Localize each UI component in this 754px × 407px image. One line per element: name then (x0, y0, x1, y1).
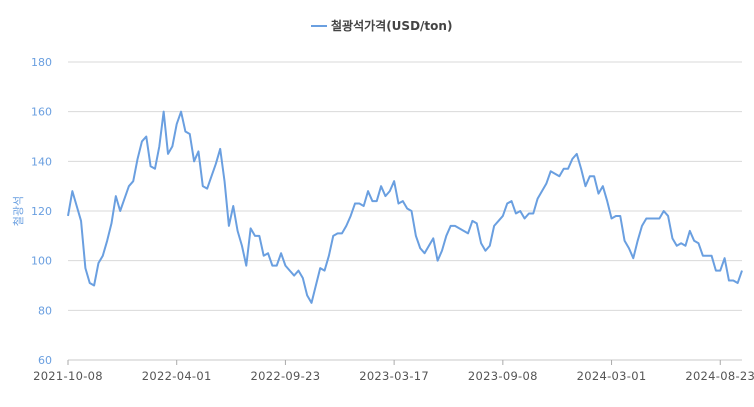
y-tick-label: 180 (31, 56, 52, 69)
y-tick-label: 120 (31, 205, 52, 218)
y-axis-label: 철광석 (12, 196, 25, 226)
y-axis-ticks: 60 80 100 120 140 160 180 (31, 56, 52, 367)
x-axis: 2021-10-08 2022-04-01 2022-09-23 2023-03-17… (33, 359, 754, 383)
series-line-iron-ore-price[interactable] (67, 110, 743, 304)
series-layer (67, 110, 743, 304)
grid-lines (68, 61, 742, 311)
x-tick-label: 2023-09-08 (468, 369, 538, 383)
x-tick-label: 2024-03-01 (577, 369, 647, 383)
x-tick-label: 2024-08-23 (685, 369, 754, 383)
x-tick-label: 2021-10-08 (33, 369, 103, 383)
y-tick-label: 100 (31, 255, 52, 268)
y-tick-label: 60 (38, 354, 52, 367)
y-tick-label: 160 (31, 106, 52, 119)
x-tick-label: 2023-03-17 (359, 369, 429, 383)
legend[interactable]: 철광석가격(USD/ton) (311, 18, 452, 33)
y-tick-label: 80 (38, 304, 52, 317)
legend-label: 철광석가격(USD/ton) (331, 18, 452, 33)
x-tick-label: 2022-04-01 (142, 369, 212, 383)
y-tick-label: 140 (31, 155, 52, 168)
x-tick-label: 2022-09-23 (250, 369, 320, 383)
